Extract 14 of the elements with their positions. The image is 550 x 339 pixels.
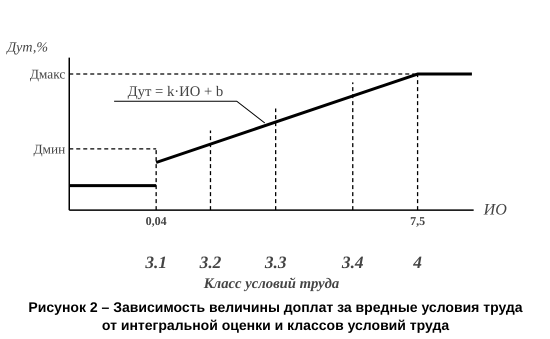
- text: 3.1: [144, 253, 167, 272]
- text: 3.2: [198, 253, 222, 272]
- text: 4: [412, 253, 422, 272]
- x-tick-label: 0,04: [146, 214, 167, 228]
- ref-line-label: Дмин: [33, 141, 66, 156]
- text: 3.4: [340, 253, 364, 272]
- text: Рисунок 2 – Зависимость величины доплат за вредные условия труда от интегральной оценки и классов условий труда: [28, 299, 523, 334]
- x-tick-label: 7,5: [410, 214, 426, 228]
- x-axis-title: ИО: [482, 202, 508, 219]
- text: 3.3: [264, 253, 287, 272]
- ref-line-label: Дмакс: [30, 66, 66, 82]
- text: Класс условий труда: [202, 276, 340, 292]
- annotation: Дут = k·ИО + b: [128, 84, 224, 100]
- y-axis-title: Дут,%: [5, 40, 48, 56]
